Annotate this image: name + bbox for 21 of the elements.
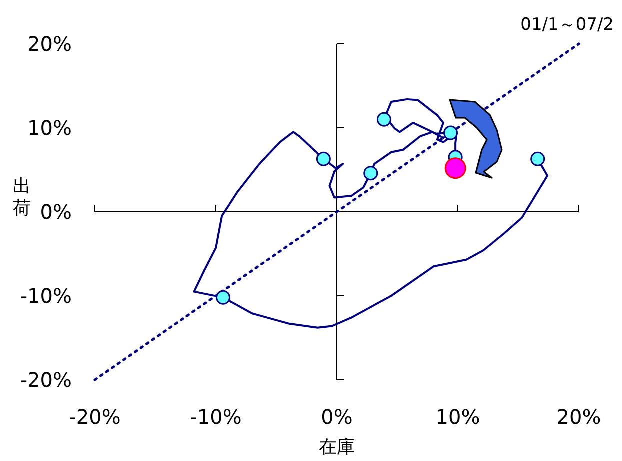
x-tick-label: 10%	[436, 405, 480, 429]
y-axis-title: 出荷	[13, 176, 31, 219]
x-tick-label: 0%	[321, 405, 353, 429]
x-tick-label: 20%	[556, 405, 602, 429]
y-tick-label: 20%	[28, 32, 72, 56]
line-series	[193, 98, 549, 329]
x-tick-label: -20%	[69, 405, 121, 429]
point	[376, 112, 392, 127]
point	[364, 166, 378, 181]
point	[316, 152, 331, 166]
y-tick-label: -20%	[20, 368, 72, 392]
point	[443, 126, 458, 140]
x-axis-title: 在庫	[319, 437, 355, 458]
point	[444, 158, 466, 180]
y-tick-label: -10%	[20, 284, 72, 308]
text: 01/1～07/2	[520, 15, 614, 35]
point	[216, 290, 231, 305]
y-tick-label: 10%	[28, 116, 72, 140]
x-tick-label: -10%	[190, 405, 242, 429]
point	[530, 152, 546, 166]
y-tick-label: 0%	[40, 200, 72, 224]
